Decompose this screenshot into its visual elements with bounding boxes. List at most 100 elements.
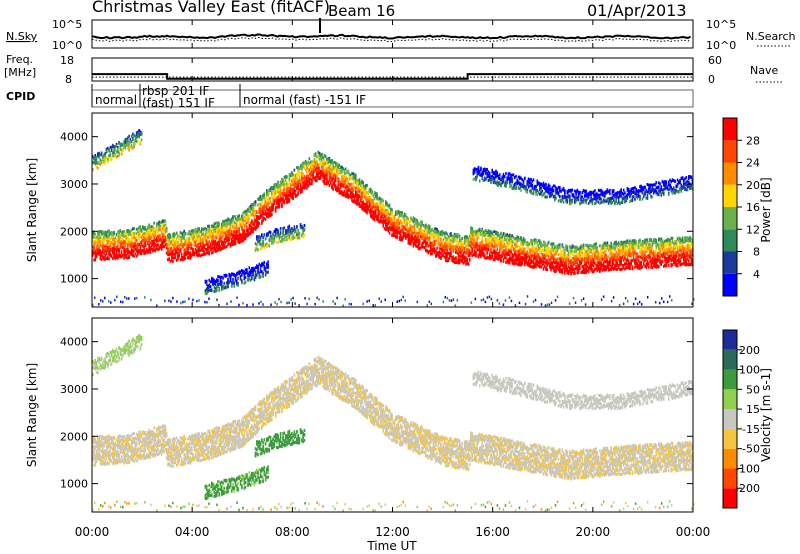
- power-cell: [148, 246, 150, 250]
- power-cell: [190, 246, 193, 250]
- power-cell: [218, 221, 221, 225]
- power-cell: [321, 170, 323, 174]
- power-cell: [328, 172, 331, 176]
- power-cell: [179, 248, 182, 252]
- power-cell: [302, 183, 304, 187]
- power-cell: [203, 237, 206, 241]
- power-cell: [303, 161, 306, 165]
- power-cell: [98, 239, 100, 243]
- power-cell: [283, 185, 286, 189]
- power-cell: [158, 228, 160, 232]
- power-cell: [317, 175, 319, 179]
- power-cell: [297, 180, 299, 184]
- power-cell: [246, 232, 248, 236]
- power-cell: [292, 191, 294, 195]
- power-cell: [224, 231, 227, 235]
- power-cell: [199, 237, 202, 241]
- power-cell: [240, 234, 243, 238]
- power-cell: [144, 243, 147, 247]
- power-cell: [313, 165, 316, 169]
- power-cell: [195, 249, 198, 253]
- power-cell: [521, 262, 524, 266]
- power-cell: [332, 182, 334, 186]
- power-cell: [337, 183, 340, 187]
- power-cell: [200, 230, 203, 234]
- power-cell: [299, 191, 302, 195]
- power-cell: [204, 252, 207, 256]
- power-cell: [316, 175, 318, 179]
- power-cell: [217, 224, 219, 228]
- power-cell: [341, 175, 343, 179]
- power-cell: [93, 245, 95, 249]
- power-cell: [145, 250, 148, 254]
- power-cell: [297, 190, 299, 194]
- power-cell: [244, 232, 247, 236]
- power-cell: [155, 247, 158, 251]
- power-cell: [230, 237, 233, 241]
- power-cell: [337, 189, 340, 193]
- power-cell: [235, 224, 238, 228]
- power-cell: [303, 177, 306, 181]
- power-cell: [249, 204, 252, 208]
- power-cell: [153, 248, 155, 252]
- power-cell: [117, 247, 119, 251]
- power-cell: [273, 186, 276, 190]
- power-cell: [272, 204, 274, 208]
- power-cell: [308, 168, 311, 172]
- power-cell: [168, 233, 170, 237]
- power-cell: [215, 249, 218, 253]
- power-cell: [128, 232, 130, 236]
- power-cell: [140, 235, 143, 239]
- power-cell: [157, 236, 159, 240]
- power-cell: [188, 236, 191, 240]
- power-cell: [109, 231, 112, 235]
- power-cell: [333, 184, 336, 188]
- power-cell: [254, 200, 257, 204]
- power-cell: [267, 211, 269, 215]
- power-cell: [333, 173, 336, 177]
- power-cell: [393, 217, 396, 221]
- power-cell: [113, 255, 115, 259]
- power-cell: [192, 234, 194, 238]
- power-cell: [172, 256, 174, 260]
- power-cell: [163, 224, 165, 228]
- power-cell: [303, 164, 306, 168]
- power-cell: [134, 247, 137, 251]
- power-cell: [214, 236, 217, 240]
- power-cell: [150, 247, 153, 251]
- power-cell: [436, 246, 438, 250]
- noise-tick-bottom-right: 10^0: [706, 39, 736, 52]
- power-cell: [343, 175, 346, 179]
- power-cell: [145, 235, 148, 239]
- power-cell: [174, 233, 177, 237]
- power-cell: [105, 240, 108, 244]
- power-cell: [234, 230, 237, 234]
- power-cell: [235, 230, 238, 234]
- power-cell: [92, 240, 94, 244]
- power-cell: [366, 184, 368, 188]
- power-cell: [219, 239, 222, 243]
- power-cell: [99, 234, 102, 238]
- power-cell: [327, 166, 329, 170]
- power-cell: [376, 202, 378, 206]
- power-cell: [286, 191, 288, 195]
- power-cell: [92, 235, 94, 239]
- power-cell: [213, 231, 216, 235]
- power-cell: [253, 209, 256, 213]
- power-cell: [240, 236, 243, 240]
- nsearch-label: N.Search: [746, 30, 796, 43]
- power-cell: [128, 250, 130, 254]
- power-cell: [237, 217, 239, 221]
- power-cell: [127, 247, 129, 251]
- power-cell: [159, 221, 162, 225]
- power-cell: [202, 230, 204, 234]
- power-cell: [127, 252, 129, 256]
- power-cell: [100, 230, 103, 234]
- power-cell: [177, 247, 179, 251]
- power-cell: [266, 203, 268, 207]
- power-cell: [321, 163, 323, 167]
- power-cell: [418, 238, 421, 242]
- power-cell: [461, 236, 463, 240]
- power-cell: [114, 257, 117, 261]
- power-cell: [113, 248, 115, 252]
